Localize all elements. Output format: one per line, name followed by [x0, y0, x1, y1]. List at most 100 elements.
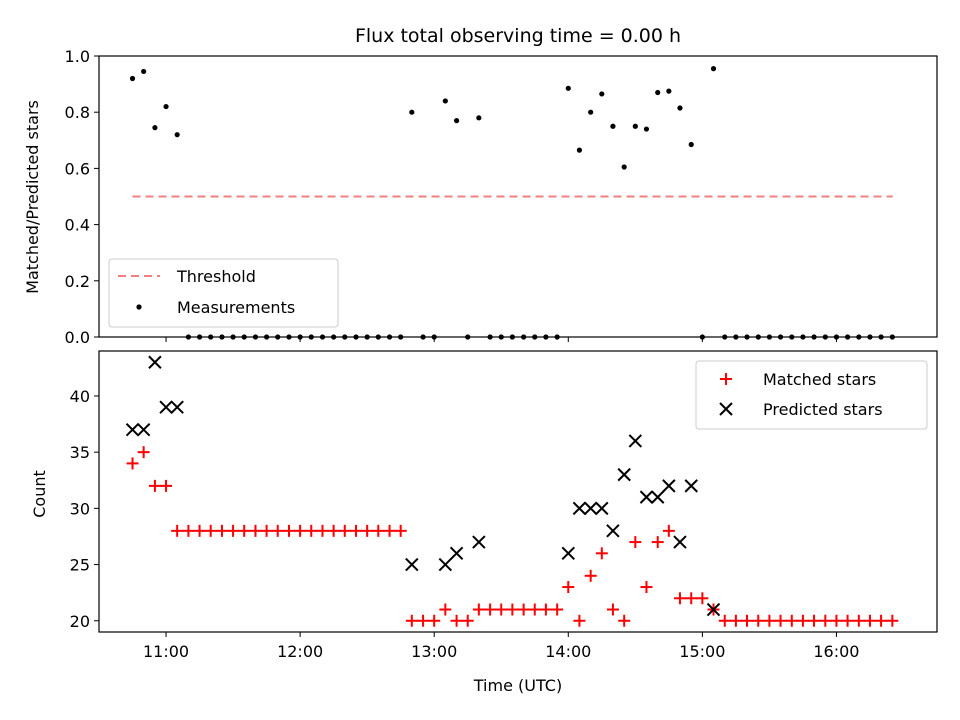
matched-star-point [227, 524, 240, 537]
matched-star-point [618, 614, 631, 627]
matched-star-point [338, 524, 351, 537]
matched-star-point [752, 614, 765, 627]
predicted-star-point [583, 501, 598, 516]
measurement-point [643, 126, 650, 132]
count-y-axis-label: Count [30, 470, 49, 518]
measurement-point [632, 123, 638, 129]
legend-measurement-swatch [136, 304, 142, 310]
ratio-legend-box [108, 258, 339, 328]
matched-star-point [875, 614, 888, 627]
measurement-point [688, 141, 694, 148]
predicted-star-point [706, 602, 721, 617]
count-y-ticks: 20 25 30 35 40 [70, 387, 99, 631]
matched-star-point [863, 614, 876, 627]
matched-star-point [428, 614, 441, 627]
matched-star-point [495, 603, 508, 616]
matched-star-point [160, 479, 173, 492]
legend-measurements-label: Measurements [177, 298, 295, 317]
matched-star-point [249, 524, 262, 537]
count-y-tick-label: 25 [70, 556, 90, 575]
ratio-legend: Threshold Measurements [108, 258, 339, 328]
matched-star-point [193, 524, 206, 537]
matched-star-point [305, 524, 318, 537]
x-tick-label: 13:00 [411, 642, 457, 661]
x-tick-label: 12:00 [277, 642, 323, 661]
matched-star-point [350, 524, 363, 537]
legend-predicted-label: Predicted stars [763, 400, 883, 419]
measurement-point [453, 118, 460, 124]
matched-star-point [729, 614, 742, 627]
predicted-star-point [125, 422, 140, 437]
measurement-point [141, 68, 147, 75]
count-legend-box [695, 360, 928, 430]
ratio-y-tick-label: 0.4 [65, 216, 90, 235]
ratio-y-tick-label: 0.8 [65, 103, 90, 122]
measurement-point [588, 109, 594, 115]
count-y-tick-label: 40 [70, 387, 90, 406]
matched-star-point [796, 614, 809, 627]
matched-star-point [718, 614, 731, 627]
matched-star-point [539, 603, 552, 616]
matched-star-point [763, 614, 776, 627]
measurement-point [655, 89, 661, 96]
matched-star-point [282, 524, 295, 537]
predicted-star-point [617, 467, 631, 482]
measurement-point [677, 105, 683, 111]
predicted-star-point [438, 557, 453, 572]
matched-star-point [886, 614, 899, 627]
matched-star-point [819, 614, 832, 627]
measurement-point [621, 164, 627, 170]
matched-star-point [808, 614, 821, 627]
matched-star-point [830, 614, 843, 627]
count-y-tick-label: 20 [70, 612, 90, 631]
matched-star-point [506, 603, 519, 616]
measurement-point [666, 88, 672, 94]
matched-star-point [562, 581, 575, 594]
matched-star-point [673, 592, 686, 605]
matched-star-point [629, 536, 642, 549]
matched-star-point [383, 524, 396, 537]
predicted-star-point [561, 546, 575, 561]
count-axes-frame [98, 350, 938, 633]
predicted-star-point [651, 490, 665, 504]
legend-threshold-label: Threshold [176, 267, 256, 286]
x-axis-label: Time (UTC) [473, 676, 562, 695]
matched-star-point [785, 614, 798, 627]
ratio-y-axis-label: Matched/Predicted stars [23, 100, 42, 294]
matched-star-point [551, 603, 564, 616]
matched-star-point [584, 569, 597, 582]
measurement-point [174, 132, 180, 138]
ratio-y-tick-label: 0.0 [65, 328, 90, 347]
ratio-axes-frame [98, 55, 938, 338]
predicted-star-point [684, 479, 698, 493]
matched-star-point [260, 524, 273, 537]
measurement-point [576, 147, 583, 153]
measurement-point [152, 125, 158, 131]
predicted-star-point [159, 400, 173, 414]
matched-star-point [696, 592, 709, 605]
count-y-tick-label: 35 [70, 443, 90, 462]
matched-star-point [361, 524, 374, 537]
ratio-panel: 0.0 0.2 0.4 0.6 0.8 1.0 Matched/Predicted sta… [23, 47, 938, 347]
count-x-ticks: 11:00 12:00 13:00 14:00 15:00 16:00 [143, 632, 859, 661]
matched-star-point [651, 536, 664, 549]
matched-star-point [182, 524, 195, 537]
matched-star-point [484, 603, 497, 616]
measurement-point [565, 85, 571, 91]
matched-star-point [595, 547, 608, 560]
predicted-star-point [673, 535, 687, 549]
chart-title: Flux total observing time = 0.00 h [355, 25, 681, 47]
measurement-point [163, 103, 169, 110]
predicted-star-point [472, 535, 486, 549]
matched-star-point [316, 524, 329, 537]
x-tick-label: 16:00 [813, 642, 859, 661]
x-tick-label: 14:00 [545, 642, 591, 661]
ratio-y-tick-label: 1.0 [65, 47, 90, 66]
measurement-point [442, 98, 448, 104]
predicted-star-point [136, 422, 151, 437]
matched-star-point [215, 524, 228, 537]
matched-star-point [294, 524, 307, 537]
matched-star-point [137, 446, 150, 459]
